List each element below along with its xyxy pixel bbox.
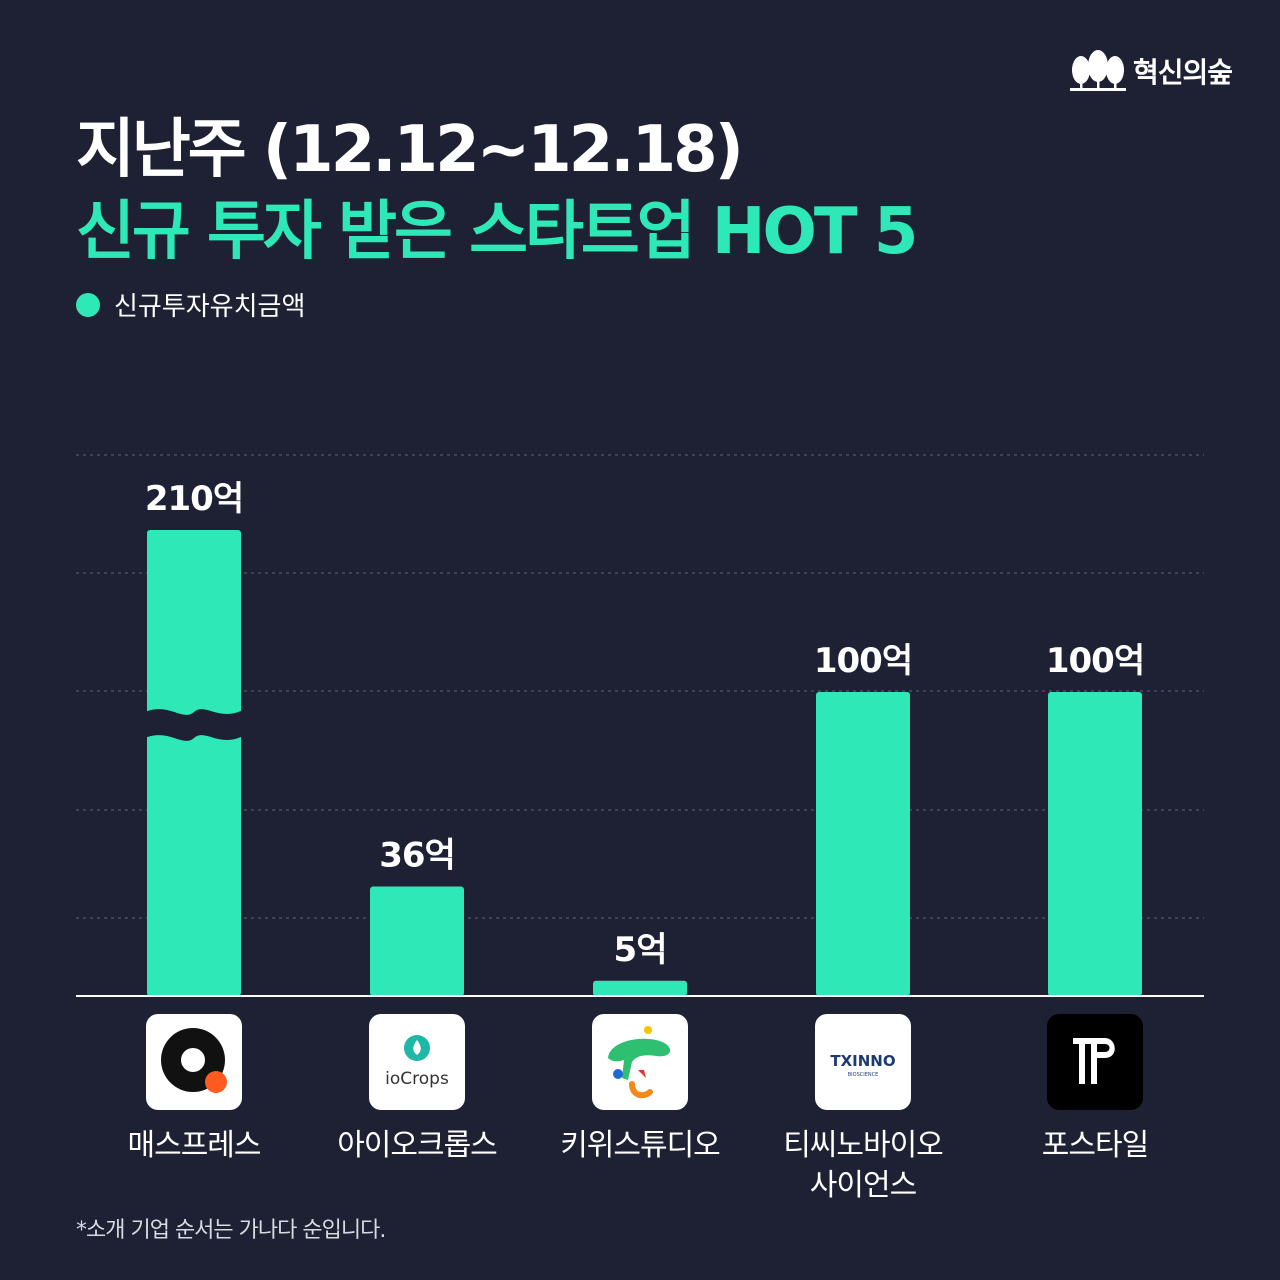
forest-icon	[1069, 50, 1126, 91]
page-subtitle: 신규 투자 받은 스타트업 HOT 5	[76, 195, 918, 269]
legend-label: 신규투자유치금액	[114, 292, 306, 322]
iocrops-logo-text: ioCrops	[385, 1069, 449, 1089]
bar-value-label: 210억	[145, 479, 243, 519]
category-label: 키위스튜디오	[560, 1128, 721, 1163]
category-label: 아이오크롭스	[337, 1128, 498, 1163]
footnote: *소개 기업 순서는 가나다 순입니다.	[76, 1218, 386, 1243]
txinno-logo: TXINNO BIOSCIENCE	[815, 1014, 911, 1110]
bar-rect	[370, 886, 464, 996]
masspress-logo	[146, 1014, 242, 1110]
page-title: 지난주 (12.12~12.18)	[76, 113, 744, 187]
bar-value-label: 36억	[379, 836, 455, 876]
axis-break-mark	[145, 709, 243, 741]
bar	[816, 692, 910, 996]
bar-value-label: 100억	[814, 641, 912, 681]
bar-rect	[1048, 692, 1142, 996]
legend-swatch	[76, 292, 100, 317]
txinno-logo-text: TXINNO	[830, 1052, 895, 1070]
postyle-logo	[1047, 1014, 1143, 1110]
bar	[370, 886, 464, 996]
category-label: 매스프레스	[127, 1128, 262, 1163]
chart-legend: 신규투자유치금액	[76, 286, 305, 323]
bar-value-label: 100억	[1046, 641, 1144, 681]
bar-rect	[147, 530, 241, 996]
category-label: 포스타일	[1041, 1128, 1149, 1163]
brand-name: 혁신의숲	[1132, 56, 1233, 89]
bar-rect	[816, 692, 910, 996]
brand-logo: 혁신의숲	[1069, 50, 1233, 92]
iocrops-logo: ioCrops	[369, 1014, 465, 1110]
bar-rect	[593, 980, 687, 996]
bar	[1048, 692, 1142, 996]
txinno-logo-subtext: BIOSCIENCE	[848, 1072, 879, 1078]
bar	[593, 980, 687, 996]
kiwistudio-logo	[592, 1014, 688, 1110]
bar	[145, 530, 243, 996]
category-label: 티씨노바이오 사이언스	[783, 1128, 944, 1203]
bar-value-label: 5억	[614, 930, 667, 970]
